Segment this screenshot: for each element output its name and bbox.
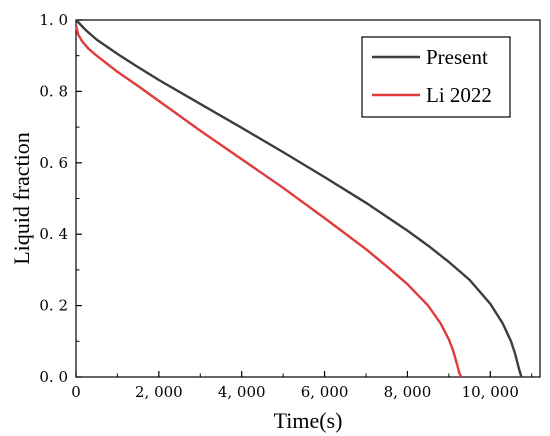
x-tick-label: 6, 000 xyxy=(301,383,349,401)
y-tick-label: 1. 0 xyxy=(39,11,68,29)
y-tick-label: 0. 0 xyxy=(39,368,68,386)
y-tick-label: 0. 4 xyxy=(39,225,68,243)
series-line-1 xyxy=(74,25,463,378)
x-tick-label: 8, 000 xyxy=(384,383,432,401)
legend-box xyxy=(361,36,511,118)
legend: Present Li 2022 xyxy=(361,36,511,118)
series-layer xyxy=(74,19,523,378)
x-tick-label: 2, 000 xyxy=(135,383,183,401)
legend-label-0: Present xyxy=(426,45,488,69)
y-tick-label: 0. 8 xyxy=(39,82,68,100)
series-line-0 xyxy=(75,19,523,378)
x-axis-title: Time(s) xyxy=(274,408,343,433)
axis-ticks: 0 2, 000 4, 000 6, 000 8, 000 10, 000 0. 0 0. 2… xyxy=(39,11,533,401)
y-tick-label: 0. 2 xyxy=(39,297,68,315)
x-tick-label: 0 xyxy=(71,383,81,401)
x-tick-label: 4, 000 xyxy=(218,383,266,401)
x-tick-label: 10, 000 xyxy=(462,383,519,401)
legend-label-1: Li 2022 xyxy=(426,83,492,107)
y-tick-label: 0. 6 xyxy=(39,154,68,172)
y-axis-title: Liquid fraction xyxy=(9,132,34,265)
